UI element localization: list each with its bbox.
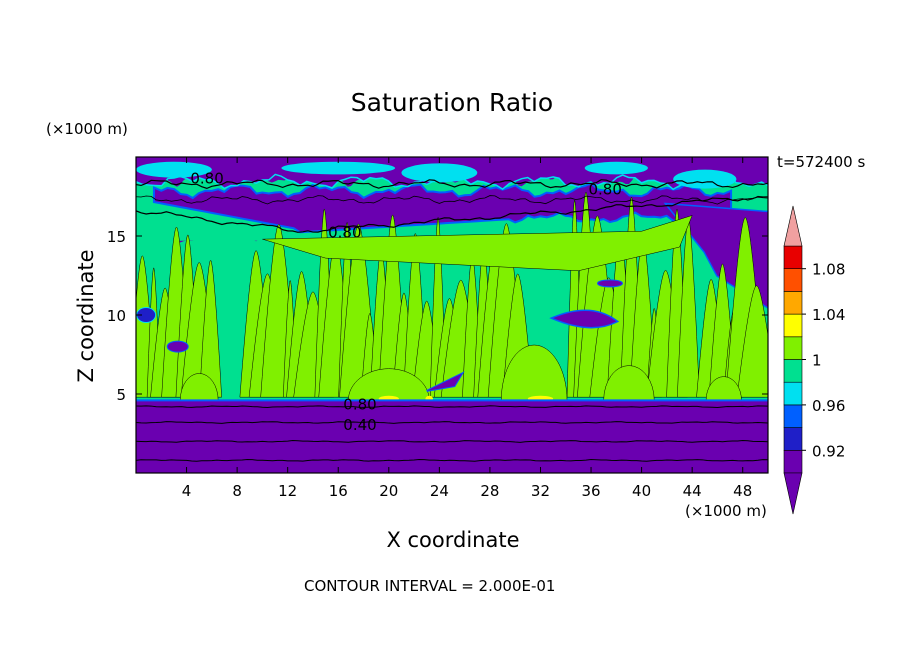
saturation-field [136,157,768,473]
x-tick-label: 40 [632,482,651,500]
surface-contour [136,405,768,408]
dry-pocket [166,340,189,353]
colorbar-label: 0.96 [812,397,845,415]
x-tick-label: 20 [379,482,398,500]
colorbar: 0.92 0.96 1 1.04 1.08 [783,205,845,515]
surface-contour [136,458,768,462]
colorbar-segment [783,449,803,474]
colorbar-segment [783,336,803,360]
colorbar-under-arrow [783,472,803,515]
chart-title: Saturation Ratio [350,88,554,117]
cyan-patch [401,163,478,183]
x-tick-label: 36 [581,482,600,500]
x-axis-label: X coordinate [0,528,904,552]
x-tick-label: 48 [733,482,752,500]
colorbar-segment [783,245,803,270]
y-tick-label: 15 [107,228,126,246]
contour-labels: 0.80 0.80 0.80 0.80 0.40 [190,170,622,434]
cyan-patch [673,169,737,189]
colorbar-segment [783,427,803,451]
colorbar-segment [783,291,803,315]
contour-080-top [136,179,768,190]
x-tick-label: 8 [232,482,242,500]
cyan-patch [136,161,212,178]
y-unit-label: (×1000 m) [46,120,128,138]
lime-sheet [262,215,693,272]
x-tick-label: 12 [278,482,297,500]
contour-label: 0.80 [343,395,376,413]
contour-label: 0.80 [328,223,361,241]
colorbar-segment [783,381,803,406]
y-tick-label: 5 [116,386,126,404]
x-tick-label: 24 [430,482,449,500]
colorbar-segment [783,268,803,292]
contour-label: 0.80 [190,170,223,188]
colorbar-label: 0.92 [812,442,845,460]
contour-interval-note: CONTOUR INTERVAL = 2.000E-01 [304,577,556,595]
x-tick-label: 4 [182,482,192,500]
contour-label: 0.80 [589,181,622,199]
colorbar-label: 1.04 [812,306,845,324]
x-tick-label: 16 [329,482,348,500]
x-unit-label: (×1000 m) [685,502,767,520]
cyan-patch [584,161,648,175]
x-axis-label-text: X coordinate [386,528,520,552]
x-tick-label: 32 [531,482,550,500]
contour-inner [136,195,768,205]
surface-contour [136,440,768,443]
colorbar-label: 1 [812,352,822,370]
x-tick-label: 28 [480,482,499,500]
dry-filament [549,309,620,329]
time-label: t=572400 s [777,153,866,171]
colorbar-segment [783,359,803,383]
dry-pocket [597,279,623,288]
x-tick-label: 44 [683,482,702,500]
surface-dry-layer [136,400,768,473]
colorbar-over-arrow [783,205,803,247]
surface-contour [136,421,768,424]
contour-lines [136,179,768,462]
cloud-tower [736,285,768,398]
contour-080-upper [136,196,768,233]
cyan-patch [281,161,396,175]
y-tick-label: 10 [107,307,126,325]
cloud-tower [199,260,222,398]
colorbar-label: 1.08 [812,261,845,279]
contour-label: 0.40 [343,416,376,434]
dry-filament [426,371,465,392]
colorbar-segment [783,404,803,428]
colorbar-segment [783,313,803,338]
